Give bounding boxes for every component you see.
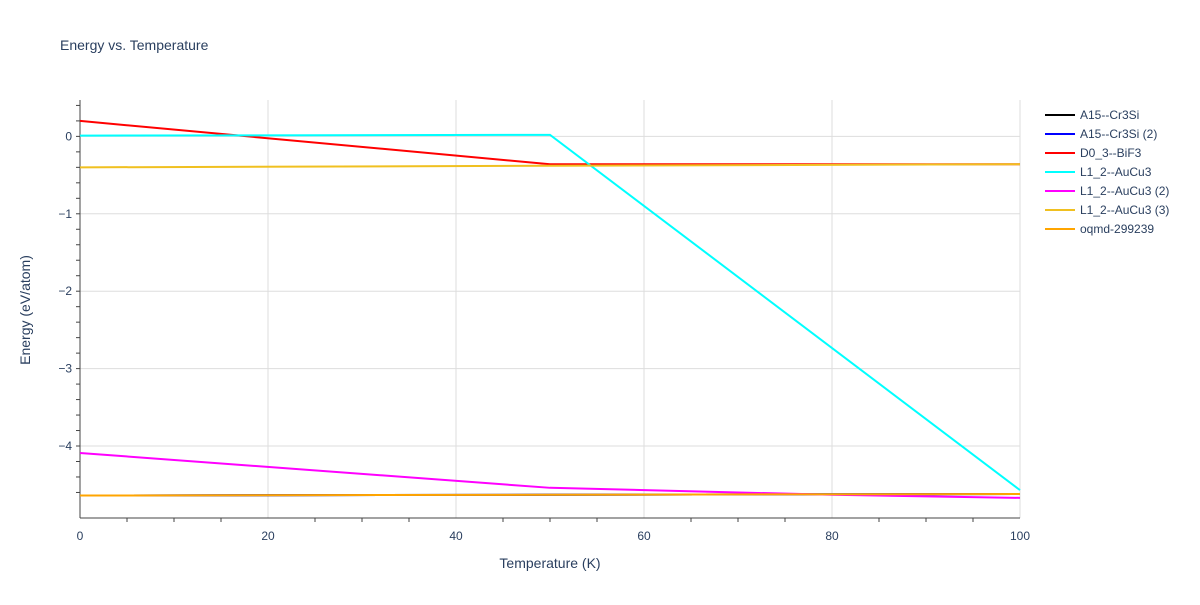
x-axis-label: Temperature (K)	[499, 555, 600, 571]
legend-label: D0_3--BiF3	[1080, 146, 1142, 160]
x-tick-label: 100	[1010, 529, 1030, 543]
series-line-L1_2--AuCu3 (3)	[79, 163, 1021, 169]
x-tick-label: 80	[825, 529, 839, 543]
y-tick-label: −4	[58, 439, 72, 453]
series-line-L1_2--AuCu3 (2)	[79, 451, 1021, 499]
series-line-oqmd-299239	[79, 493, 1021, 497]
legend-label: L1_2--AuCu3 (3)	[1080, 203, 1169, 217]
legend-label: oqmd-299239	[1080, 222, 1154, 236]
y-tick-label: −1	[58, 207, 72, 221]
y-axis-label: Energy (eV/atom)	[17, 255, 33, 365]
x-tick-label: 0	[77, 529, 84, 543]
series-line-L1_2--AuCu3	[79, 133, 1021, 491]
y-tick-label: −2	[58, 284, 72, 298]
y-tick-label: −3	[58, 362, 72, 376]
chart-title: Energy vs. Temperature	[60, 37, 209, 53]
x-tick-label: 20	[261, 529, 275, 543]
x-tick-label: 40	[449, 529, 463, 543]
legend-label: A15--Cr3Si	[1080, 108, 1139, 122]
legend-label: A15--Cr3Si (2)	[1080, 127, 1157, 141]
legend-label: L1_2--AuCu3 (2)	[1080, 184, 1169, 198]
legend-label: L1_2--AuCu3	[1080, 165, 1152, 179]
y-tick-label: 0	[65, 129, 72, 143]
x-tick-label: 60	[637, 529, 651, 543]
series-line-D0_3--BiF3	[79, 119, 1020, 166]
